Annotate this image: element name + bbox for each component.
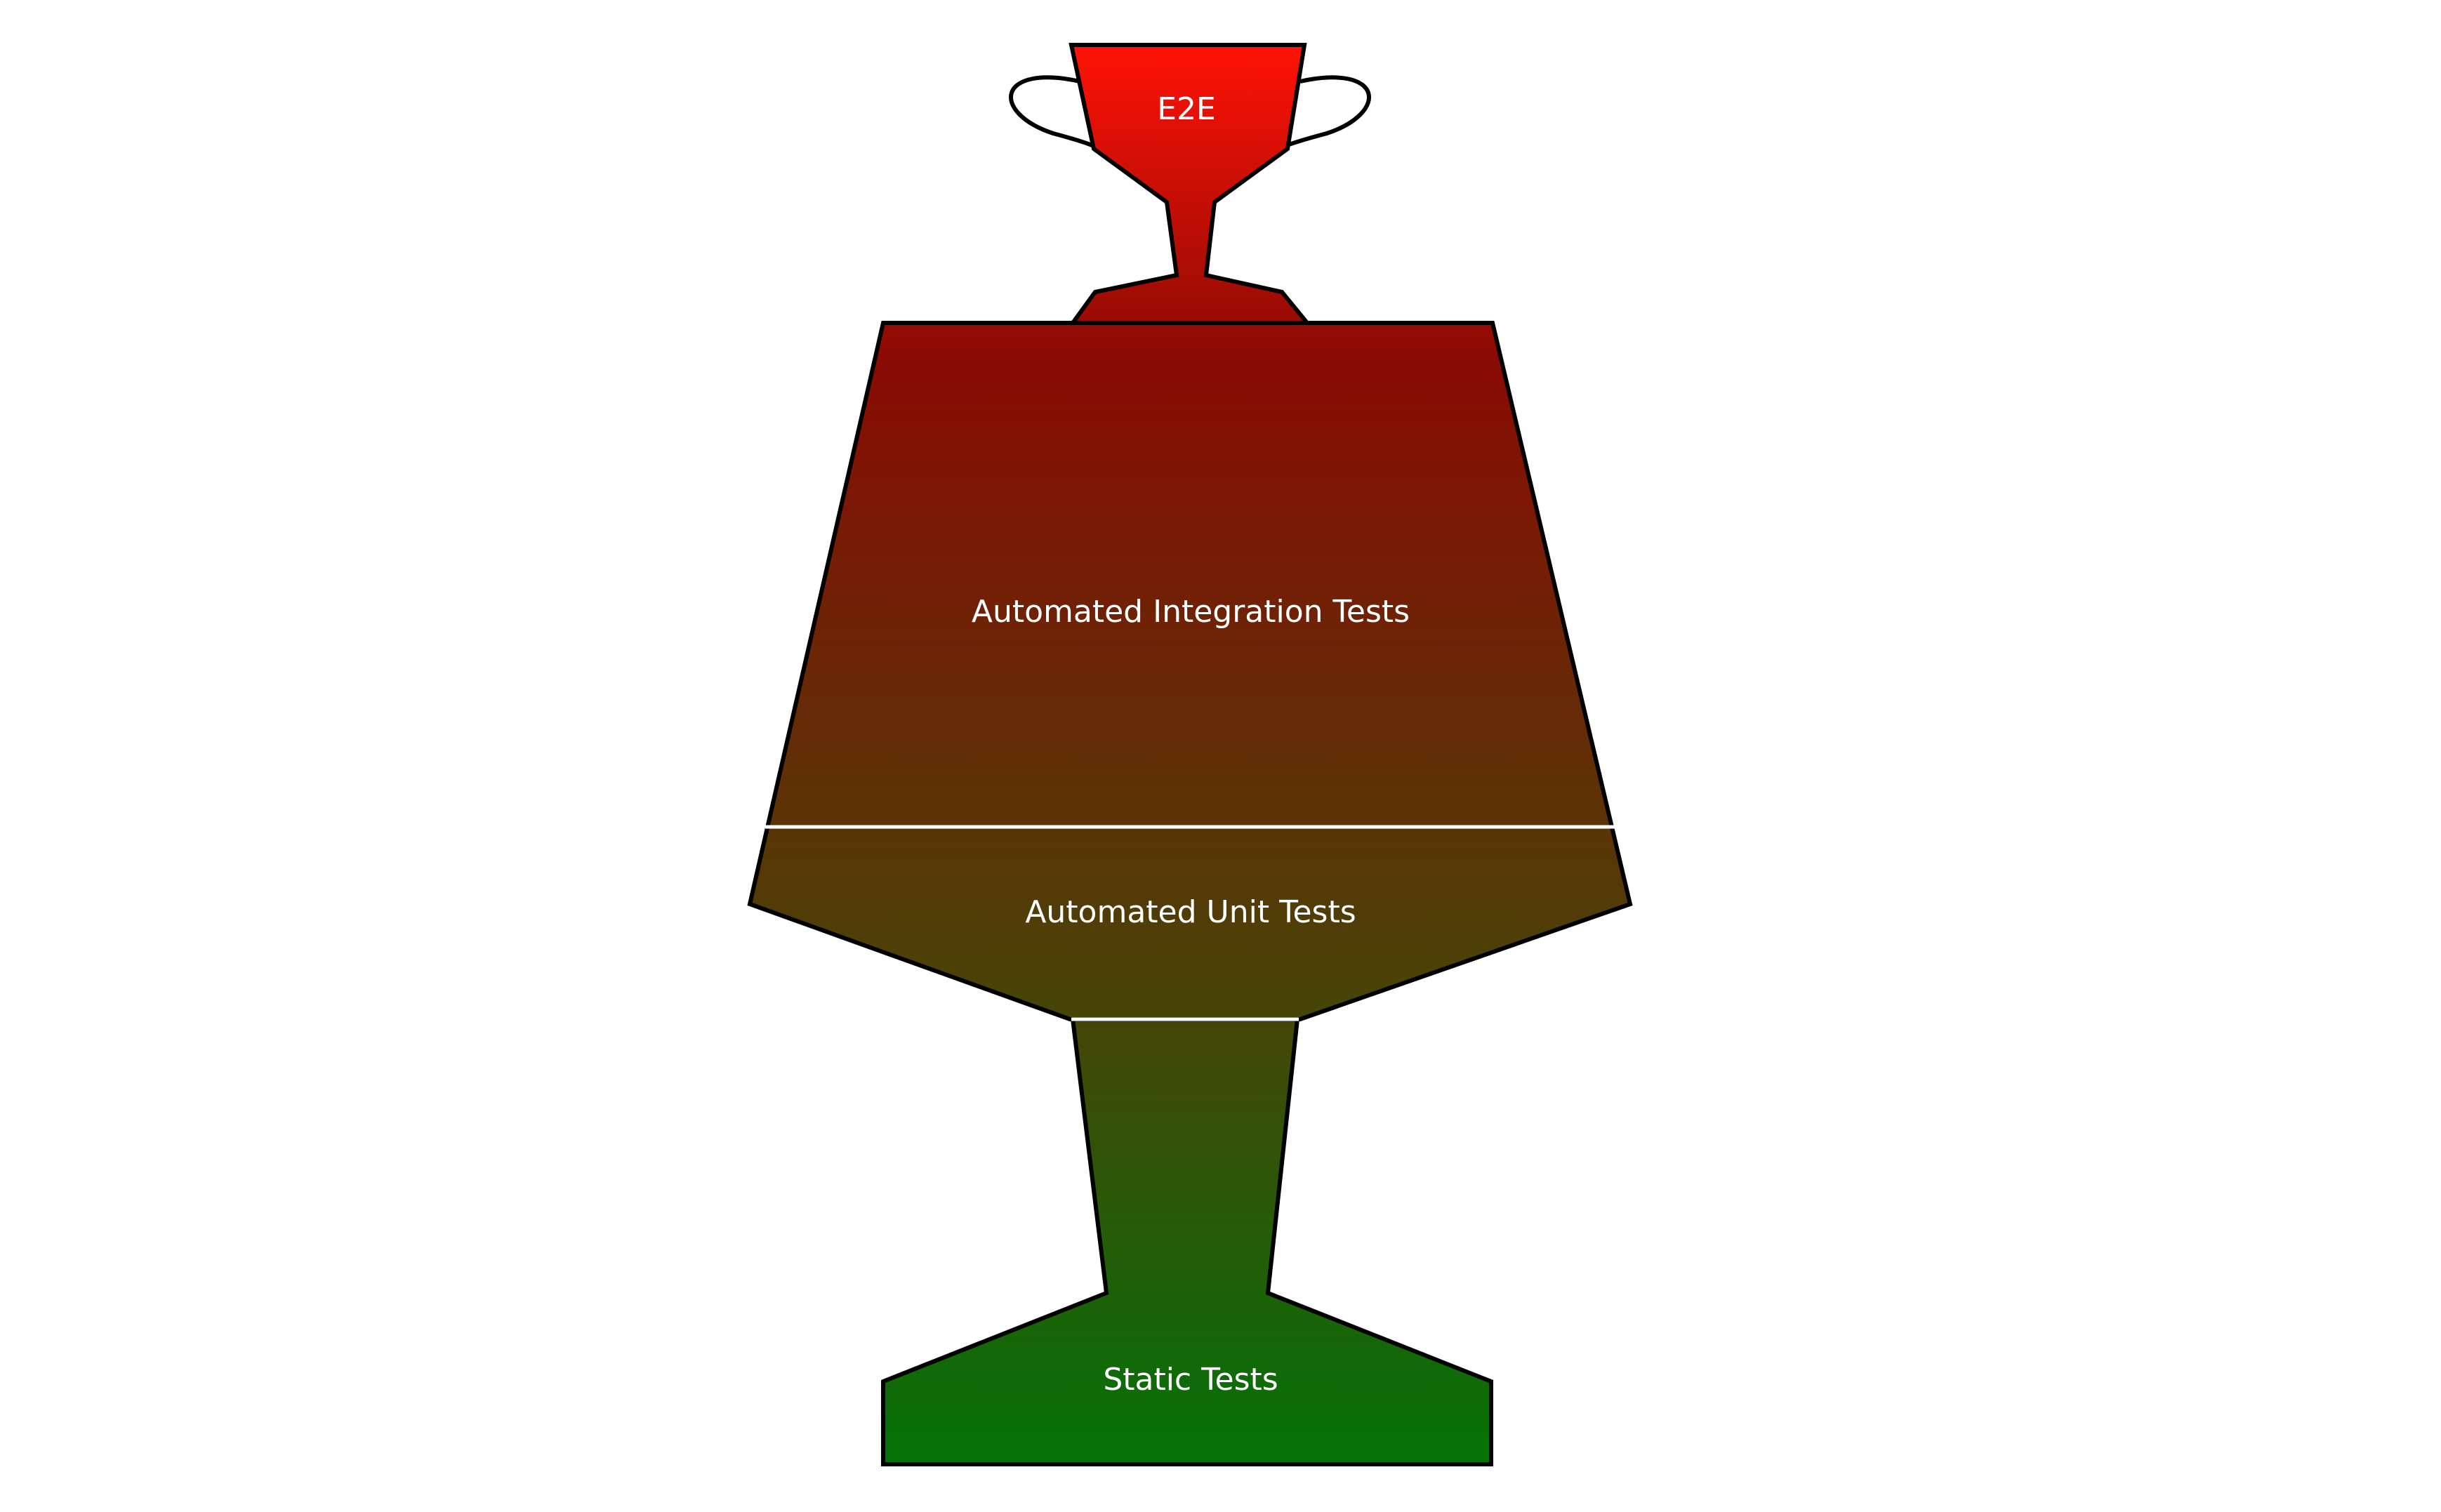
trophy-body xyxy=(747,321,1633,1021)
right-handle-icon xyxy=(1278,75,1371,151)
left-handle-icon xyxy=(1009,75,1101,151)
integration-tests-label: Automated Integration Tests xyxy=(972,594,1410,630)
trophy-base xyxy=(881,1017,1493,1466)
e2e-cup xyxy=(1069,43,1312,325)
unit-tests-label: Automated Unit Tests xyxy=(1025,894,1356,930)
e2e-label: E2E xyxy=(1157,91,1216,127)
static-tests-label: Static Tests xyxy=(1103,1362,1278,1398)
